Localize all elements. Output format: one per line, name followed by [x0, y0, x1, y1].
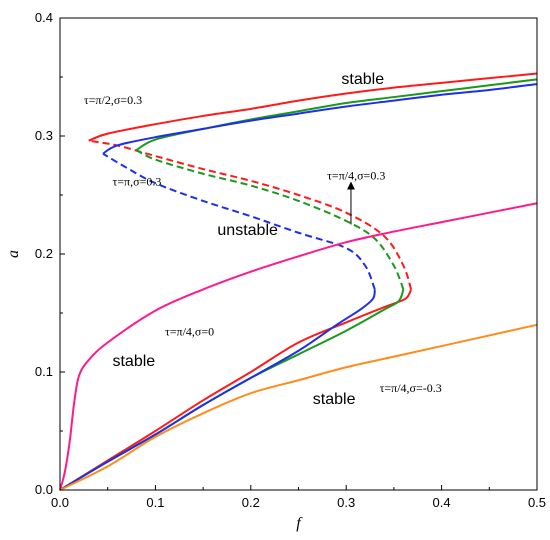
series-0-unstable-branch	[88, 139, 413, 290]
y-tick-label: 0.2	[35, 246, 53, 261]
series-3-line	[59, 202, 538, 491]
series-1-upper-stable-branch	[135, 78, 538, 152]
annotation-label: τ=π,σ=0.3	[112, 175, 161, 189]
x-axis-label: f	[296, 515, 303, 532]
series-layer	[59, 72, 538, 491]
annotation-label: τ=π/4,σ=0	[165, 324, 214, 338]
x-tick-label: 0.4	[433, 495, 451, 510]
series-1-unstable-branch	[135, 149, 405, 290]
annotation-label: stable	[313, 391, 356, 408]
annotation-label: τ=π/2,σ=0.3	[84, 93, 142, 107]
series-2-lower-stable-branch	[59, 289, 376, 491]
x-tick-label: 0.2	[242, 495, 260, 510]
annotation-label: unstable	[217, 222, 278, 239]
annotations-layer: stable τ=π/2,σ=0.3 τ=π,σ=0.3 τ=π/4,σ=0.3 uns…	[84, 71, 442, 408]
x-tick-label: 0.1	[146, 495, 164, 510]
series-2-unstable-branch	[102, 152, 376, 290]
x-tick-label: 0.5	[528, 495, 546, 510]
annotation-label: τ=π/4,σ=-0.3	[380, 381, 442, 395]
annotation-label: stable	[112, 353, 155, 370]
x-tick-label: 0.0	[51, 495, 69, 510]
y-tick-label: 0.1	[35, 364, 53, 379]
y-axis-label: a	[5, 250, 22, 258]
y-tick-label: 0.4	[35, 10, 53, 25]
ticks-layer: 0.0 0.1 0.2 0.3 0.4 0.5 0.0 0.1 0.2 0.3 0.4	[35, 10, 546, 510]
annotation-label: stable	[341, 71, 384, 88]
y-tick-label: 0.3	[35, 128, 53, 143]
series-2-upper-stable-branch	[102, 83, 538, 155]
x-tick-label: 0.3	[337, 495, 355, 510]
series-4-line	[59, 323, 538, 491]
y-tick-label: 0.0	[35, 482, 53, 497]
series-0-upper-stable-branch	[88, 72, 538, 142]
annotation-label: τ=π/4,σ=0.3	[327, 169, 385, 183]
